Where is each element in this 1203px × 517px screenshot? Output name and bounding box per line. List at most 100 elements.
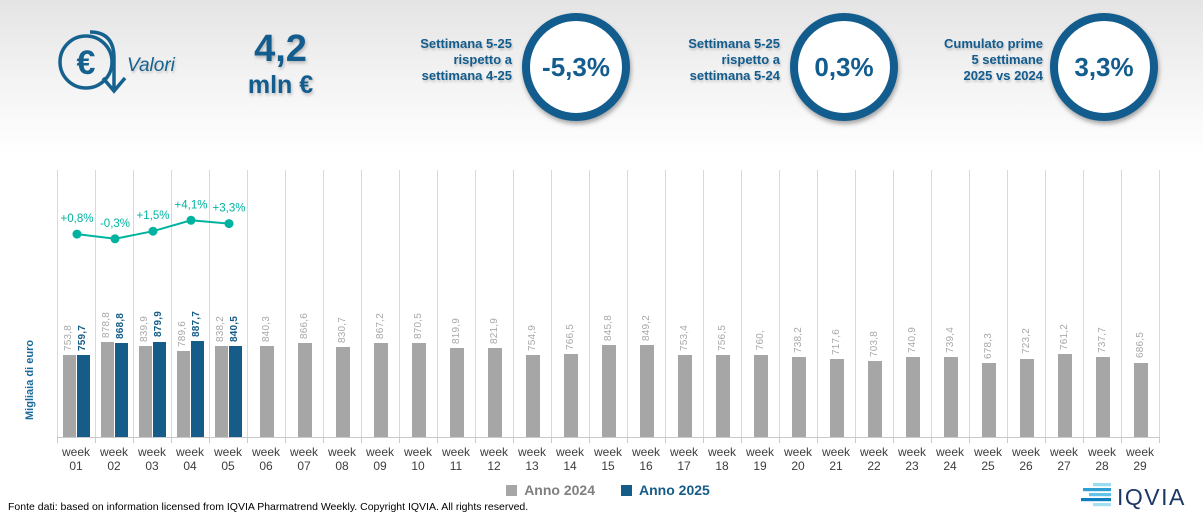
bar-value-anno2024-week-12: 821,9 xyxy=(489,317,500,344)
chart-column-week-08: 830,7 xyxy=(324,170,362,437)
bar-value-anno2024-week-16: 849,2 xyxy=(641,314,652,341)
chart-column-week-11: 819,9 xyxy=(438,170,476,437)
chart-column-week-17: 753,4 xyxy=(666,170,704,437)
chart-column-week-15: 845,8 xyxy=(590,170,628,437)
bar-anno2024-week-01 xyxy=(63,355,76,437)
bar-anno2024-week-18 xyxy=(716,354,730,437)
x-tick xyxy=(855,437,856,443)
x-tick xyxy=(779,437,780,443)
svg-text:IQVIA: IQVIA xyxy=(1117,484,1186,510)
bar-value-anno2024-week-27: 761,2 xyxy=(1059,324,1070,351)
legend-swatch-2025 xyxy=(621,484,632,496)
bar-value-anno2024-week-22: 703,8 xyxy=(869,330,880,357)
x-tick xyxy=(171,437,172,443)
week-label-07: week 07 xyxy=(289,445,318,473)
bar-value-anno2024-week-04: 789,6 xyxy=(177,321,188,348)
bar-value-anno2024-week-26: 723,2 xyxy=(1021,328,1032,355)
week-label-15: week 15 xyxy=(593,445,622,473)
legend-label-2024: Anno 2024 xyxy=(524,482,595,498)
kpi-label-cumulative: Cumulato prime 5 settimane 2025 vs 2024 xyxy=(944,36,1043,83)
bar-anno2024-week-23 xyxy=(906,356,920,437)
bar-anno2024-week-05 xyxy=(215,346,228,437)
bar-value-anno2025-week-04: 887,7 xyxy=(191,310,202,337)
chart-column-week-16: 849,2 xyxy=(628,170,666,437)
chart-column-week-04: 789,6 887,7 xyxy=(172,170,210,437)
chart-column-week-03: 839,9 879,9 xyxy=(134,170,172,437)
iqvia-logo: IQVIA xyxy=(1081,483,1186,510)
week-label-11: week 11 xyxy=(441,445,470,473)
bar-anno2024-week-17 xyxy=(678,355,692,437)
chart-column-week-14: 766,5 xyxy=(552,170,590,437)
bar-anno2024-week-11 xyxy=(450,348,464,437)
bar-value-anno2024-week-13: 754,9 xyxy=(527,325,538,352)
chart-column-week-20: 738,2 xyxy=(780,170,818,437)
week-label-01: week 01 xyxy=(61,445,90,473)
x-tick xyxy=(209,437,210,443)
week-label-21: week 21 xyxy=(821,445,850,473)
chart-column-week-06: 840,3 xyxy=(248,170,286,437)
x-tick xyxy=(323,437,324,443)
legend-item-anno-2025: Anno 2025 xyxy=(621,482,710,498)
bar-value-anno2024-week-17: 753,4 xyxy=(679,325,690,352)
x-tick xyxy=(551,437,552,443)
bar-value-anno2024-week-24: 739,4 xyxy=(945,326,956,353)
x-tick xyxy=(361,437,362,443)
bar-value-anno2024-week-15: 845,8 xyxy=(603,315,614,342)
bar-value-anno2024-week-18: 756,5 xyxy=(717,324,728,351)
week-label-02: week 02 xyxy=(99,445,128,473)
x-tick xyxy=(1007,437,1008,443)
svg-text:€: € xyxy=(77,44,96,82)
bar-anno2025-week-01 xyxy=(77,354,90,437)
x-tick xyxy=(513,437,514,443)
chart-column-week-05: 838,2 840,5 xyxy=(210,170,248,437)
bar-anno2024-week-02 xyxy=(101,341,114,437)
x-tick xyxy=(931,437,932,443)
x-tick xyxy=(1045,437,1046,443)
week-label-13: week 13 xyxy=(517,445,546,473)
x-axis-labels: week 01 week 02 week 03 week 04 week 05 week 06 week… xyxy=(57,445,1159,477)
bar-value-anno2024-week-09: 867,2 xyxy=(375,312,386,339)
week-label-23: week 23 xyxy=(897,445,926,473)
chart-column-week-02: 878,8 868,8 xyxy=(96,170,134,437)
x-tick xyxy=(703,437,704,443)
bar-anno2024-week-29 xyxy=(1134,362,1148,437)
x-tick xyxy=(627,437,628,443)
chart-column-week-27: 761,2 xyxy=(1046,170,1084,437)
x-tick xyxy=(741,437,742,443)
bar-anno2024-week-24 xyxy=(944,356,958,437)
bar-anno2024-week-20 xyxy=(792,356,806,437)
chart-column-week-25: 678,3 xyxy=(970,170,1008,437)
week-label-22: week 22 xyxy=(859,445,888,473)
chart-column-week-01: 753,8 759,7 xyxy=(58,170,96,437)
bar-anno2025-week-04 xyxy=(191,340,204,437)
week-label-20: week 20 xyxy=(783,445,812,473)
bar-value-anno2024-week-02: 878,8 xyxy=(101,311,112,338)
week-label-06: week 06 xyxy=(251,445,280,473)
chart-column-week-19: 760, xyxy=(742,170,780,437)
bar-value-anno2024-week-11: 819,9 xyxy=(451,317,462,344)
week-label-16: week 16 xyxy=(631,445,660,473)
x-tick xyxy=(589,437,590,443)
chart-column-week-09: 867,2 xyxy=(362,170,400,437)
bar-anno2024-week-21 xyxy=(830,359,844,437)
week-label-19: week 19 xyxy=(745,445,774,473)
y-axis-title: Migliaia di euro xyxy=(24,339,36,420)
bar-anno2024-week-08 xyxy=(336,346,350,437)
x-tick xyxy=(969,437,970,443)
total-value-unit: mln € xyxy=(247,71,314,99)
bar-anno2024-week-14 xyxy=(564,353,578,437)
week-label-29: week 29 xyxy=(1125,445,1154,473)
chart-column-week-10: 870,5 xyxy=(400,170,438,437)
chart-column-week-12: 821,9 xyxy=(476,170,514,437)
week-label-14: week 14 xyxy=(555,445,584,473)
week-label-10: week 10 xyxy=(403,445,432,473)
legend-swatch-2024 xyxy=(506,484,518,496)
source-note: Fonte dati: based on information license… xyxy=(8,501,529,513)
chart-column-week-29: 686,5 xyxy=(1122,170,1160,437)
bar-value-anno2024-week-21: 717,6 xyxy=(831,329,842,356)
week-label-28: week 28 xyxy=(1087,445,1116,473)
bar-value-anno2025-week-01: 759,7 xyxy=(77,324,88,351)
chart-column-week-28: 737,7 xyxy=(1084,170,1122,437)
x-tick xyxy=(893,437,894,443)
bar-anno2024-week-12 xyxy=(488,347,502,437)
